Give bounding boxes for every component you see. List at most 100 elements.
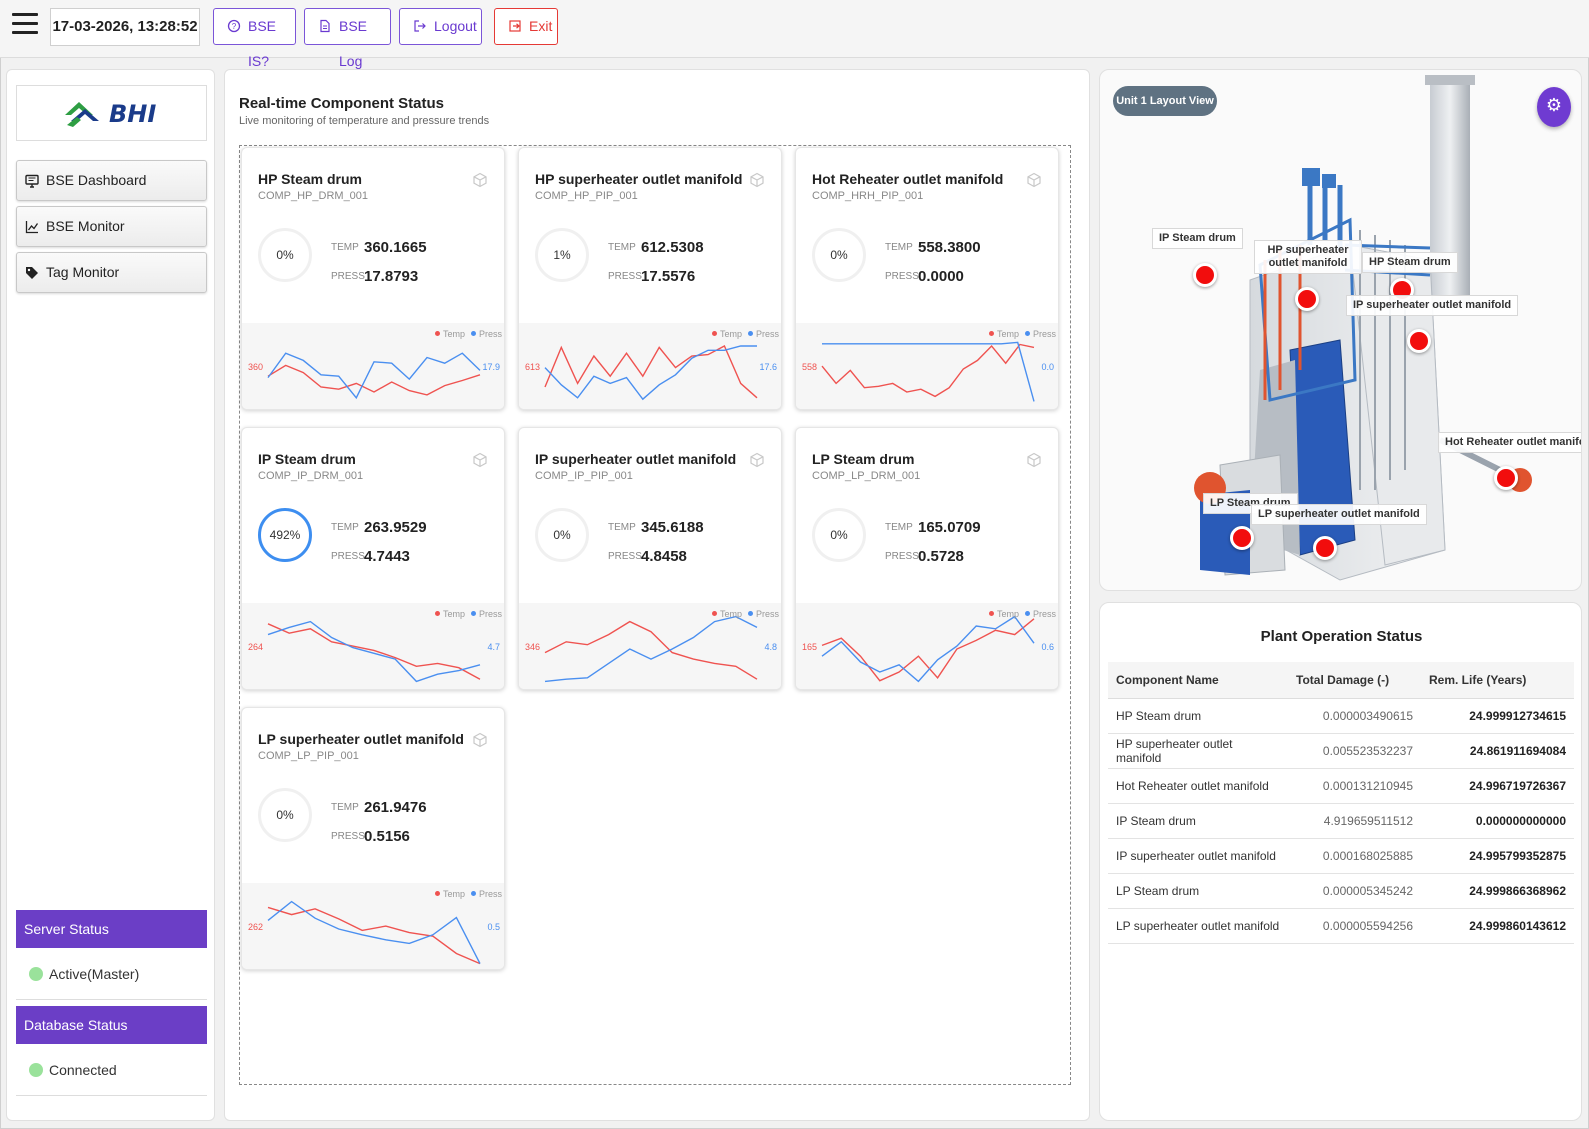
layout-view-chip[interactable]: Unit 1 Layout View xyxy=(1113,86,1217,116)
cube-icon[interactable] xyxy=(749,172,765,193)
cube-icon[interactable] xyxy=(1026,452,1042,473)
hotspot-hot-reheater-outlet-manifold[interactable] xyxy=(1494,466,1518,490)
tag-icon xyxy=(26,267,38,279)
press-trend-line xyxy=(544,345,757,401)
damage-percent-ring: 492% xyxy=(258,508,312,562)
temp-axis-label: 264 xyxy=(248,642,264,652)
temp-value: 261.9476 xyxy=(364,799,427,816)
table-row[interactable]: LP superheater outlet manifold 0.00000559… xyxy=(1108,908,1574,944)
table-row[interactable]: Hot Reheater outlet manifold 0.0001312109… xyxy=(1108,768,1574,804)
damage-percent-ring: 1% xyxy=(535,228,589,282)
nav-bse-dashboard[interactable]: BSE Dashboard xyxy=(16,160,207,201)
server-status-header: Server Status xyxy=(16,910,207,948)
legend-temp-label: Temp xyxy=(443,889,466,899)
component-name: IP Steam drum xyxy=(258,451,356,467)
press-trend-line xyxy=(267,900,481,964)
component-card[interactable]: HP superheater outlet manifold COMP_HP_PI… xyxy=(518,147,782,410)
component-card[interactable]: IP superheater outlet manifold COMP_IP_PI… xyxy=(518,427,782,690)
hotspot-lp-superheater-outlet-manifold[interactable] xyxy=(1313,536,1337,560)
hotspot-ip-superheater-outlet-manifold[interactable] xyxy=(1407,329,1431,353)
press-label: PRESS xyxy=(608,551,642,562)
component-card[interactable]: LP superheater outlet manifold COMP_LP_PI… xyxy=(241,707,505,970)
component-card[interactable]: LP Steam drum COMP_LP_DRM_001 0% TEMP 165.07… xyxy=(795,427,1059,690)
legend-press: Press xyxy=(748,609,779,619)
trend-sparkline: Temp Press 346 4.8 xyxy=(519,603,781,689)
legend-temp: Temp xyxy=(989,609,1019,619)
datetime-display: 17-03-2026, 13:28:52 xyxy=(50,8,200,46)
legend-press: Press xyxy=(1025,329,1056,339)
press-trend-line xyxy=(267,620,481,683)
remaining-life-cell: 24.996719726367 xyxy=(1421,768,1574,804)
remaining-life-cell: 24.995799352875 xyxy=(1421,838,1574,874)
cube-icon[interactable] xyxy=(472,172,488,193)
cube-icon[interactable] xyxy=(1026,172,1042,193)
logout-icon xyxy=(413,19,427,33)
nav-label: BSE Monitor xyxy=(46,218,125,234)
temp-trend-line xyxy=(267,623,481,680)
legend-press-label: Press xyxy=(479,609,503,619)
trend-sparkline: Temp Press 558 0.0 xyxy=(796,323,1058,409)
nav-tag-monitor[interactable]: Tag Monitor xyxy=(16,252,207,293)
hotspot-ip-steam-drum[interactable] xyxy=(1193,263,1217,287)
hotspot-label: IP Steam drum xyxy=(1152,228,1243,249)
logo-text: BHI xyxy=(109,100,157,128)
menu-icon[interactable] xyxy=(12,13,38,39)
component-name: HP superheater outlet manifold xyxy=(535,171,743,187)
component-card[interactable]: Hot Reheater outlet manifold COMP_HRH_PIP… xyxy=(795,147,1059,410)
sidebar: BHI BSE Dashboard BSE Monitor Tag Monito… xyxy=(6,69,215,1121)
cube-icon[interactable] xyxy=(749,452,765,473)
logout-button[interactable]: Logout xyxy=(399,8,482,45)
legend-temp-label: Temp xyxy=(720,609,743,619)
table-row[interactable]: HP superheater outlet manifold 0.00552353… xyxy=(1108,733,1574,769)
total-damage-cell: 0.000003490615 xyxy=(1288,698,1421,734)
trend-sparkline: Temp Press 360 17.9 xyxy=(242,323,504,409)
temp-label: TEMP xyxy=(331,242,359,253)
press-value: 17.8793 xyxy=(364,268,419,285)
cube-icon[interactable] xyxy=(472,452,488,473)
total-damage-cell: 0.005523532237 xyxy=(1288,733,1421,769)
hotspot-hp-superheater-outlet-manifold[interactable] xyxy=(1295,287,1319,311)
component-name: Hot Reheater outlet manifold xyxy=(812,171,1004,187)
hotspot-lp-steam-drum[interactable] xyxy=(1230,526,1254,550)
trend-sparkline: Temp Press 262 0.5 xyxy=(242,883,504,969)
nav-label: Tag Monitor xyxy=(46,264,120,280)
table-row[interactable]: IP Steam drum 4.919659511512 0.00000000000… xyxy=(1108,803,1574,839)
component-name-cell: LP superheater outlet manifold xyxy=(1108,908,1288,944)
temp-label: TEMP xyxy=(885,522,913,533)
unit-layout-view: Unit 1 Layout View ⚙ IP Steam drum HP su… xyxy=(1099,69,1582,591)
table-row[interactable]: LP Steam drum 0.000005345242 24.9998663689… xyxy=(1108,873,1574,909)
remaining-life-cell: 0.000000000000 xyxy=(1421,803,1574,839)
component-card[interactable]: IP Steam drum COMP_IP_DRM_001 492% TEMP 263.… xyxy=(241,427,505,690)
nav-bse-monitor[interactable]: BSE Monitor xyxy=(16,206,207,247)
legend-press-label: Press xyxy=(756,609,780,619)
plant-status-title: Plant Operation Status xyxy=(1260,628,1423,645)
status-dot-icon xyxy=(29,1063,43,1077)
press-trend-line xyxy=(544,615,758,683)
remaining-life-cell: 24.861911694084 xyxy=(1421,733,1574,769)
hotspot-label: HP Steam drum xyxy=(1362,252,1458,273)
card-grid: HP Steam drum COMP_HP_DRM_001 0% TEMP 360.16… xyxy=(239,145,1071,1085)
table-row[interactable]: IP superheater outlet manifold 0.00016802… xyxy=(1108,838,1574,874)
bse-log-button[interactable]: BSE Log xyxy=(304,8,391,69)
total-damage-cell: 0.000005345242 xyxy=(1288,873,1421,909)
help-icon: ? xyxy=(227,19,241,33)
component-name: LP Steam drum xyxy=(812,451,915,467)
total-damage-cell: 0.000131210945 xyxy=(1288,768,1421,804)
temp-axis-label: 558 xyxy=(802,362,818,372)
bse-is-button[interactable]: ? BSE IS? xyxy=(213,8,296,69)
exit-label: Exit xyxy=(529,18,553,34)
table-row[interactable]: HP Steam drum 0.000003490615 24.9999127346… xyxy=(1108,698,1574,734)
legend-temp: Temp xyxy=(989,329,1019,339)
press-trend-line xyxy=(267,352,481,400)
column-header: Rem. Life (Years) xyxy=(1421,662,1574,699)
legend-temp: Temp xyxy=(435,329,465,339)
component-name-cell: IP Steam drum xyxy=(1108,803,1288,839)
press-value: 4.7443 xyxy=(364,548,410,565)
settings-button[interactable]: ⚙ xyxy=(1537,87,1571,127)
component-card[interactable]: HP Steam drum COMP_HP_DRM_001 0% TEMP 360.16… xyxy=(241,147,505,410)
exit-button[interactable]: Exit xyxy=(494,8,558,45)
trend-sparkline: Temp Press 264 4.7 xyxy=(242,603,504,689)
total-damage-cell: 0.000168025885 xyxy=(1288,838,1421,874)
cube-icon[interactable] xyxy=(472,732,488,753)
plant-status-rows: HP Steam drum 0.000003490615 24.9999127346… xyxy=(1108,698,1574,944)
